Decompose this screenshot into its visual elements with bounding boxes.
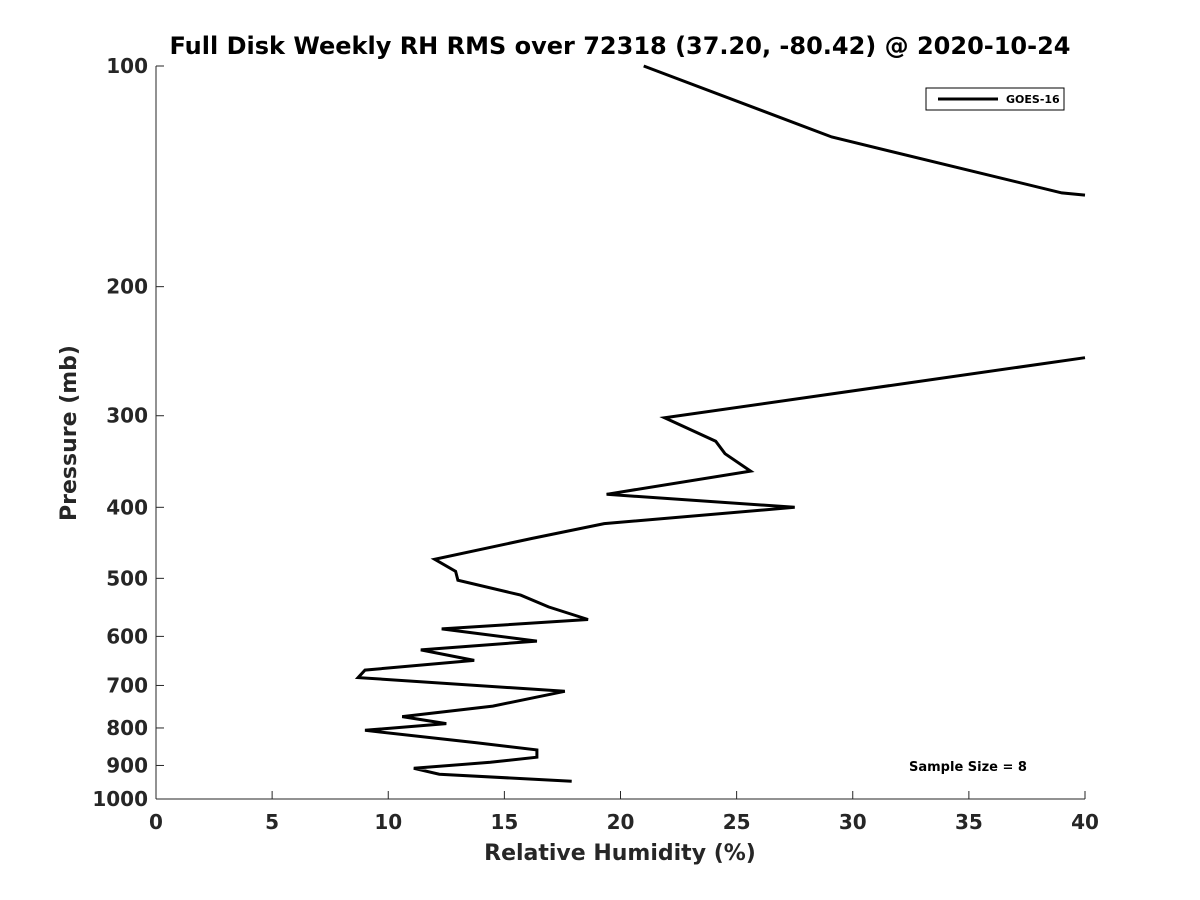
legend: GOES-16: [925, 87, 1065, 111]
y-tick-label-1: 200: [106, 275, 148, 299]
y-tick-label-9: 1000: [92, 787, 148, 811]
plot-axes: 0 5 10 15 20 25 30 35 40 100 200 300 400 500 600 700 800…: [92, 54, 1099, 834]
series-line-goes-16-segment-0: [643, 64, 1086, 197]
x-tick-label-3: 15: [490, 810, 518, 834]
x-tick-label-0: 0: [149, 810, 163, 834]
y-tick-label-7: 800: [106, 716, 148, 740]
chart-title: Full Disk Weekly RH RMS over 72318 (37.2…: [169, 32, 1070, 60]
series-layer: [354, 64, 1086, 783]
y-tick-label-6: 700: [106, 673, 148, 697]
series-line-goes-16-segment-1: [354, 356, 1086, 783]
x-tick-label-8: 40: [1071, 810, 1099, 834]
x-tick-label-7: 35: [955, 810, 983, 834]
x-axis-label: Relative Humidity (%): [484, 841, 756, 866]
x-tick-label-2: 10: [374, 810, 402, 834]
x-tick-label-5: 25: [723, 810, 751, 834]
y-tick-label-3: 400: [106, 495, 148, 519]
x-tick-label-4: 20: [607, 810, 635, 834]
legend-label-goes-16: GOES-16: [1006, 93, 1060, 106]
y-tick-label-0: 100: [106, 54, 148, 78]
y-tick-label-5: 600: [106, 624, 148, 648]
y-tick-label-2: 300: [106, 404, 148, 428]
y-tick-label-8: 900: [106, 753, 148, 777]
x-tick-label-1: 5: [265, 810, 279, 834]
y-axis-label: Pressure (mb): [57, 345, 82, 521]
sample-size-annotation: Sample Size = 8: [909, 760, 1027, 775]
x-tick-label-6: 30: [839, 810, 867, 834]
y-tick-label-4: 500: [106, 566, 148, 590]
